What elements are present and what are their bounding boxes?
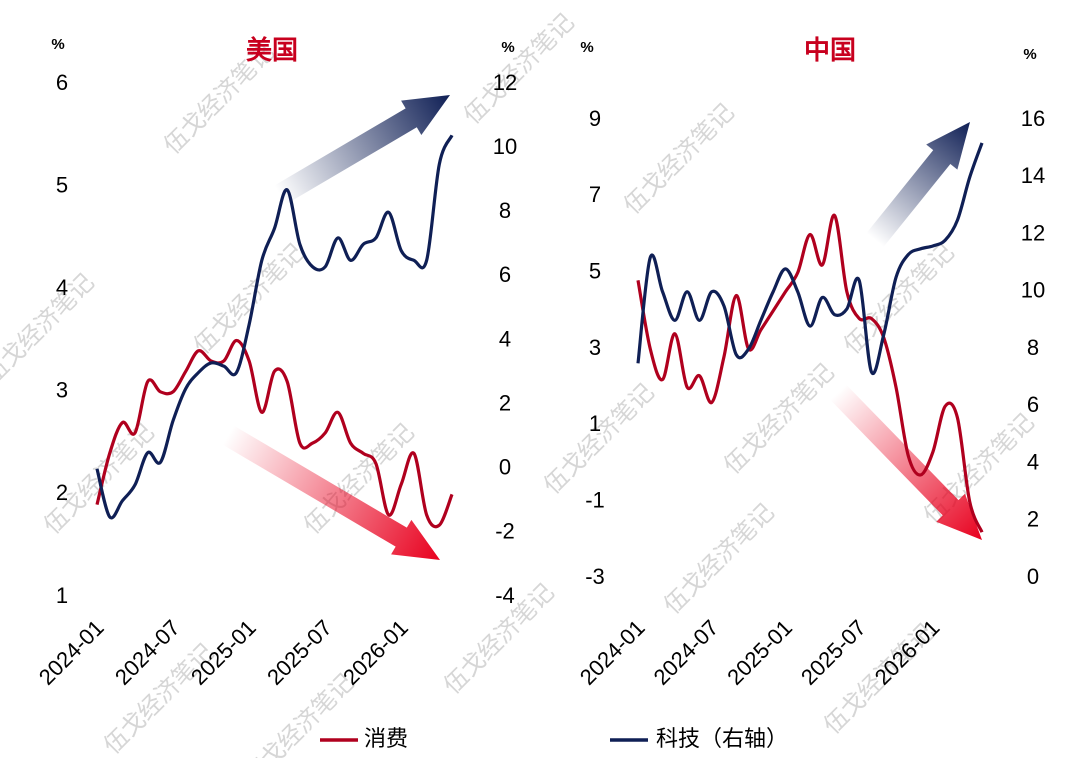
y-tick-label: -3 xyxy=(585,564,605,589)
y2-tick-label: 16 xyxy=(1021,106,1045,131)
y2-tick-label: 0 xyxy=(499,455,511,480)
y2-tick-label: 12 xyxy=(1021,220,1045,245)
y2-unit: % xyxy=(1023,46,1036,63)
trend-arrow xyxy=(866,121,970,247)
y-tick-label: 7 xyxy=(589,182,601,207)
watermark: 伍戈经济笔记 xyxy=(659,499,780,620)
y2-tick-label: 6 xyxy=(499,262,511,287)
line-series xyxy=(636,213,984,533)
y2-tick-label: 10 xyxy=(493,134,517,159)
x-tick-label: 2025-07 xyxy=(262,615,337,690)
watermark: 伍戈经济笔记 xyxy=(0,269,100,390)
watermark: 伍戈经济笔记 xyxy=(539,379,660,500)
y-tick-label: 3 xyxy=(56,378,68,403)
y2-tick-label: -2 xyxy=(495,519,515,544)
y2-tick-label: 10 xyxy=(1021,278,1045,303)
watermark: 伍戈经济笔记 xyxy=(919,409,1040,530)
y-tick-label: 3 xyxy=(589,335,601,360)
chart-title: 中国 xyxy=(804,35,856,65)
y2-tick-label: 12 xyxy=(493,70,517,95)
y-unit: % xyxy=(580,39,593,56)
legend-label: 科技（右轴） xyxy=(656,726,788,751)
trend-arrow xyxy=(274,94,451,205)
y2-tick-label: 8 xyxy=(1027,335,1039,360)
watermark: 伍戈经济笔记 xyxy=(719,359,840,480)
y2-tick-label: -4 xyxy=(495,583,515,608)
x-tick-label: 2024-01 xyxy=(34,615,109,690)
watermark: 伍戈经济笔记 xyxy=(189,239,310,360)
x-tick-label: 2024-07 xyxy=(649,615,724,690)
watermark: 伍戈经济笔记 xyxy=(239,669,360,758)
y-tick-label: 2 xyxy=(56,480,68,505)
y2-unit: % xyxy=(501,39,514,56)
y-tick-label: 1 xyxy=(56,583,68,608)
line-series xyxy=(636,142,984,376)
y2-tick-label: 0 xyxy=(1027,564,1039,589)
y-tick-label: 5 xyxy=(589,258,601,283)
x-tick-label: 2024-01 xyxy=(575,615,650,690)
line-series xyxy=(95,134,454,520)
x-tick-label: 2026-01 xyxy=(870,615,945,690)
y-tick-label: -1 xyxy=(585,487,605,512)
x-tick-label: 2026-01 xyxy=(338,615,413,690)
x-tick-label: 2025-01 xyxy=(722,615,797,690)
y2-tick-label: 2 xyxy=(499,390,511,415)
y2-tick-label: 2 xyxy=(1027,507,1039,532)
y-unit: % xyxy=(51,36,64,53)
watermark: 伍戈经济笔记 xyxy=(619,99,740,220)
y-tick-label: 4 xyxy=(56,275,68,300)
y2-tick-label: 4 xyxy=(1027,449,1039,474)
watermark: 伍戈经济笔记 xyxy=(839,239,960,360)
y-tick-label: 5 xyxy=(56,172,68,197)
y-tick-label: 6 xyxy=(56,70,68,95)
watermark: 伍戈经济笔记 xyxy=(459,9,580,130)
y-tick-label: 1 xyxy=(589,411,601,436)
y2-tick-label: 8 xyxy=(499,198,511,223)
trend-arrow xyxy=(222,425,440,561)
y2-tick-label: 6 xyxy=(1027,392,1039,417)
y2-tick-label: 14 xyxy=(1021,163,1045,188)
chart-title: 美国 xyxy=(246,35,298,65)
line-series xyxy=(95,338,454,529)
arrows xyxy=(222,94,983,561)
legend-label: 消费 xyxy=(364,726,408,751)
y2-tick-label: 4 xyxy=(499,326,511,351)
y-tick-label: 9 xyxy=(589,106,601,131)
trend-arrow xyxy=(830,384,983,540)
